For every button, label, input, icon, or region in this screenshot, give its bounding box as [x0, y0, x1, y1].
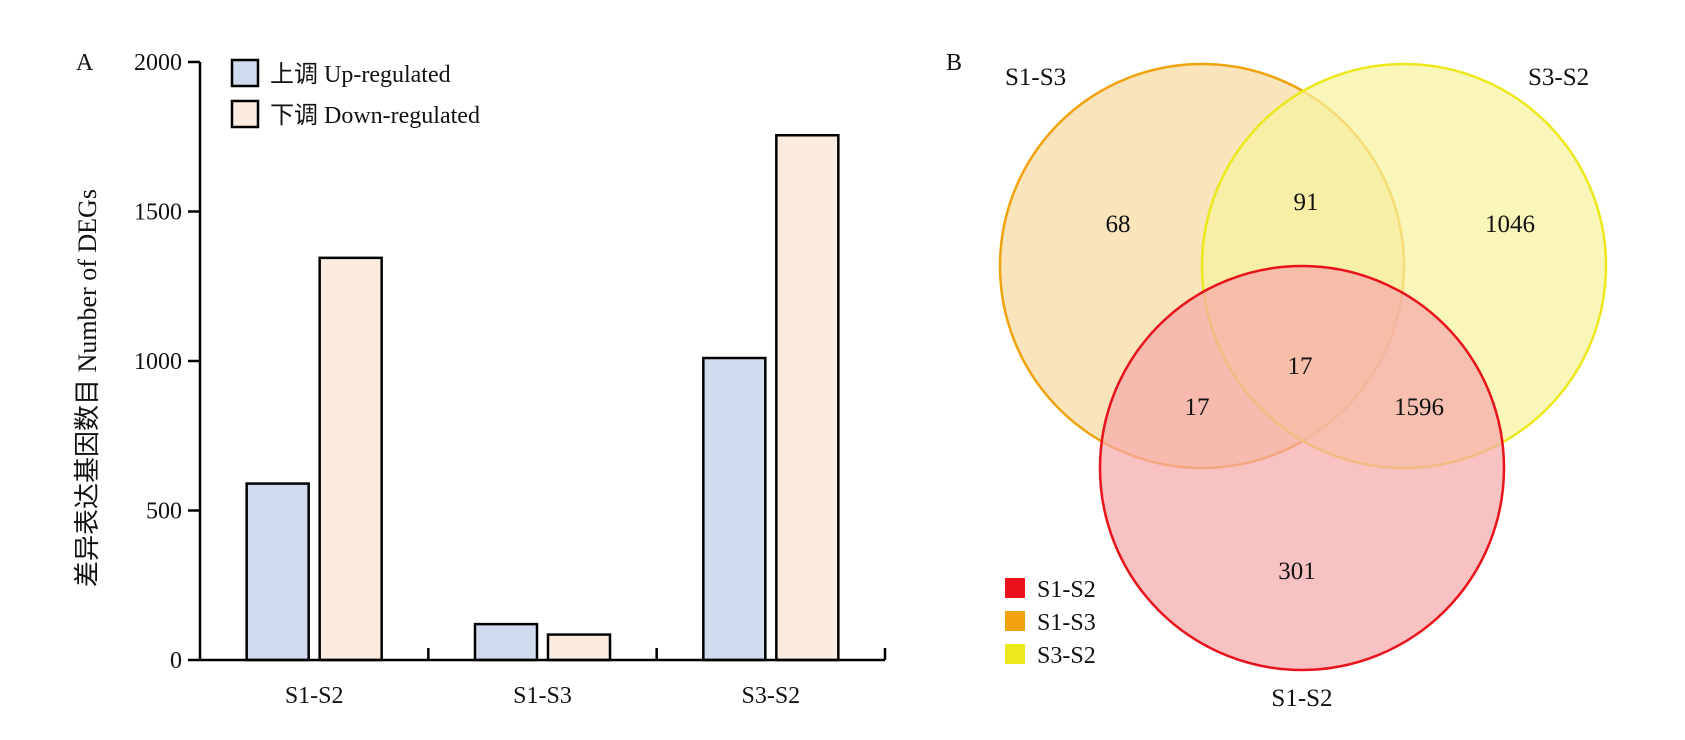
- bar-chart-panel: A 差异表达基因数目 Number of DEGs 0 500 1000 1500 20…: [73, 50, 887, 709]
- legend-swatch-down: [230, 99, 260, 129]
- bars: [245, 134, 840, 662]
- bar-up-s3-s2: [702, 356, 767, 662]
- venn-count-s1-s3-and-s1-s2: 17: [1185, 394, 1210, 421]
- y-tick-label: 2000: [134, 50, 182, 76]
- bar-down-s1-s3: [546, 633, 612, 662]
- venn-count-s3-s2-and-s1-s2: 1596: [1394, 394, 1444, 421]
- x-axis-ticks: S1-S2 S1-S3 S3-S2: [285, 648, 887, 709]
- venn-panel: B S1-S3 S3-S2 S1-S2 68 91 1046 17 17 159…: [946, 50, 1608, 712]
- bar-down-s3-s2: [775, 134, 840, 662]
- venn-legend-swatch-s3-s2: [1005, 644, 1025, 664]
- bar-legend: 上调 Up-regulated 下调 Down-regulated: [230, 58, 480, 129]
- panel-label-a: A: [76, 50, 94, 76]
- y-axis-ticks: 0 500 1000 1500 2000: [134, 50, 200, 674]
- venn-count-s3-s2-only: 1046: [1485, 211, 1535, 238]
- x-tick-label: S1-S3: [513, 683, 572, 709]
- y-tick-label: 1500: [134, 200, 182, 226]
- venn-legend-swatch-s1-s2: [1005, 578, 1025, 598]
- venn-legend: S1-S2 S1-S3 S3-S2: [1005, 577, 1096, 669]
- venn-legend-label-s1-s3: S1-S3: [1037, 610, 1096, 636]
- y-tick-label: 0: [170, 648, 182, 674]
- venn-circle-s1-s2: [1098, 264, 1506, 672]
- legend-label-up: 上调 Up-regulated: [270, 61, 451, 88]
- venn-count-all-three: 17: [1288, 353, 1313, 380]
- bar-up-s1-s2: [245, 482, 310, 662]
- venn-count-s1-s2-only: 301: [1278, 558, 1316, 585]
- x-tick-label: S3-S2: [741, 683, 800, 709]
- x-tick-label: S1-S2: [285, 683, 344, 709]
- venn-count-s1-s3-and-s3-s2: 91: [1294, 189, 1319, 216]
- legend-swatch-up: [230, 58, 260, 88]
- venn-label-s3-s2: S3-S2: [1528, 64, 1589, 91]
- venn-circles: [998, 62, 1608, 672]
- venn-legend-swatch-s1-s3: [1005, 611, 1025, 631]
- y-tick-label: 1000: [134, 349, 182, 375]
- venn-label-s1-s2: S1-S2: [1271, 685, 1332, 712]
- y-tick-label: 500: [146, 499, 182, 525]
- bar-up-s1-s3: [473, 622, 539, 662]
- venn-count-s1-s3-only: 68: [1106, 211, 1131, 238]
- panel-label-b: B: [946, 50, 962, 76]
- y-axis-title: 差异表达基因数目 Number of DEGs: [73, 189, 102, 587]
- venn-label-s1-s3: S1-S3: [1005, 64, 1066, 91]
- bar-down-s1-s2: [318, 256, 383, 662]
- venn-legend-label-s3-s2: S3-S2: [1037, 643, 1096, 669]
- venn-legend-label-s1-s2: S1-S2: [1037, 577, 1096, 603]
- legend-label-down: 下调 Down-regulated: [270, 102, 480, 129]
